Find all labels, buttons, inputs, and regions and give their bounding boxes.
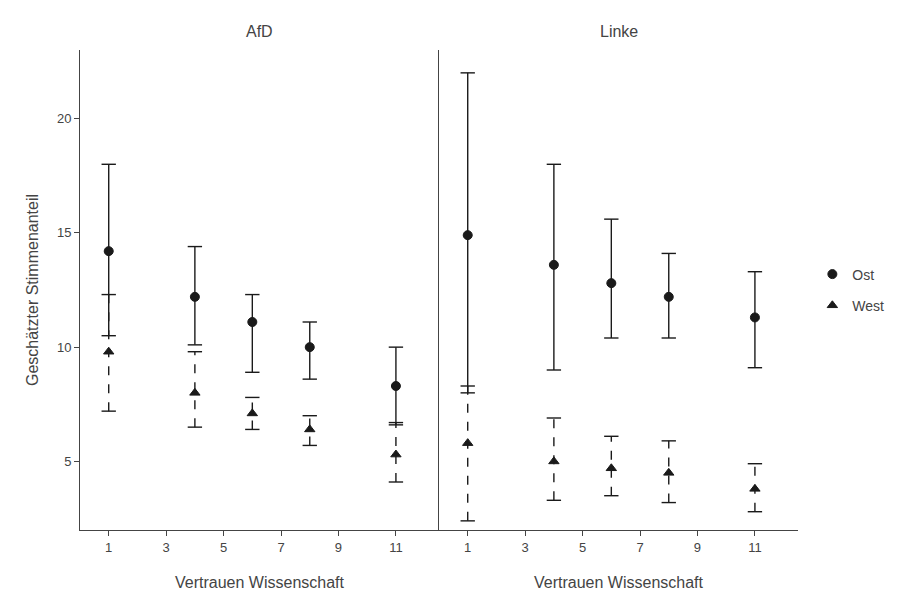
svg-text:7: 7 xyxy=(636,540,643,555)
svg-text:5: 5 xyxy=(64,454,71,469)
svg-text:9: 9 xyxy=(335,540,342,555)
svg-text:Linke: Linke xyxy=(600,23,638,40)
svg-text:West: West xyxy=(852,298,884,314)
svg-text:10: 10 xyxy=(57,340,71,355)
svg-text:AfD: AfD xyxy=(246,23,273,40)
svg-text:11: 11 xyxy=(389,540,403,555)
svg-text:5: 5 xyxy=(579,540,586,555)
svg-text:Vertrauen Wissenschaft: Vertrauen Wissenschaft xyxy=(534,574,704,591)
svg-text:Ost: Ost xyxy=(852,267,874,283)
svg-text:11: 11 xyxy=(748,540,762,555)
svg-text:9: 9 xyxy=(694,540,701,555)
svg-text:7: 7 xyxy=(277,540,284,555)
svg-text:20: 20 xyxy=(57,111,71,126)
svg-text:1: 1 xyxy=(464,540,471,555)
svg-text:Geschätzter Stimmenanteil: Geschätzter Stimmenanteil xyxy=(24,194,41,386)
svg-text:1: 1 xyxy=(105,540,112,555)
svg-text:5: 5 xyxy=(220,540,227,555)
svg-text:15: 15 xyxy=(57,225,71,240)
svg-text:3: 3 xyxy=(522,540,529,555)
svg-text:3: 3 xyxy=(163,540,170,555)
svg-text:Vertrauen Wissenschaft: Vertrauen Wissenschaft xyxy=(175,574,345,591)
